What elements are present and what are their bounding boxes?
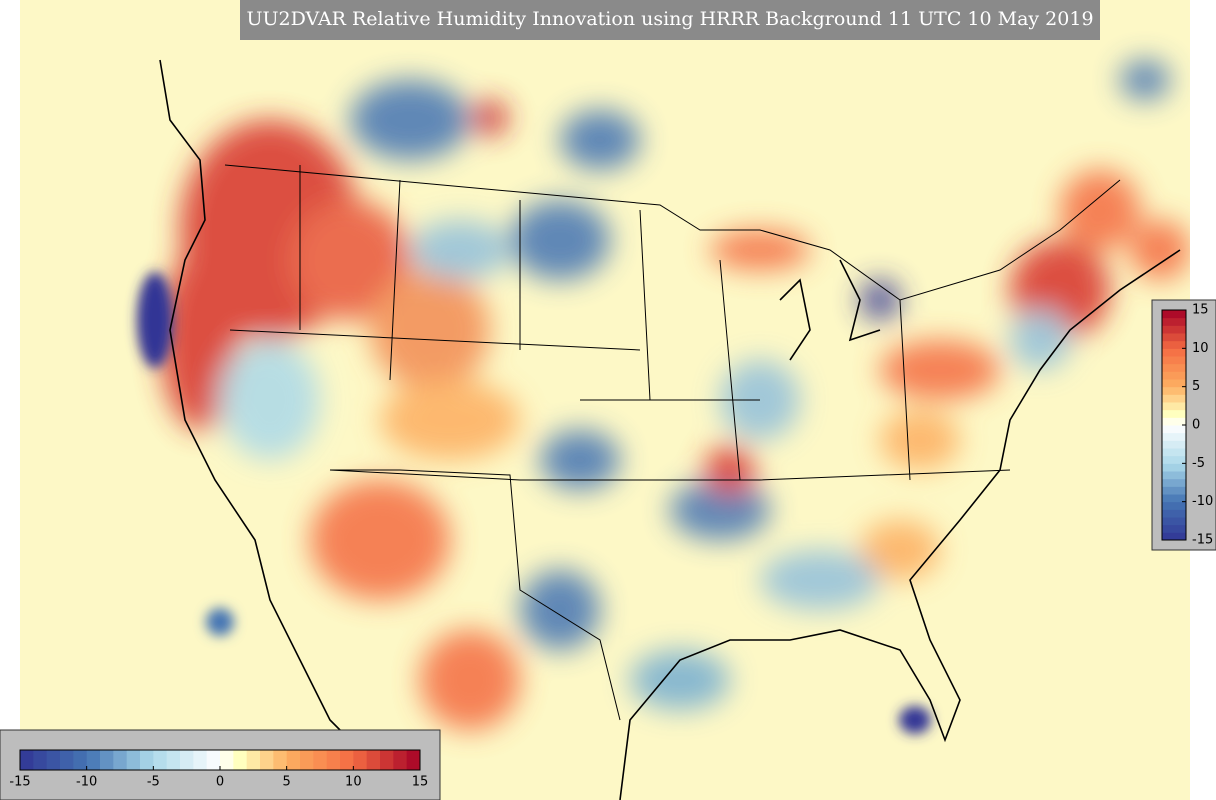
colorbar-tick-label: 5 bbox=[1192, 379, 1200, 394]
colorbar-tick-label: -5 bbox=[1192, 456, 1205, 471]
colorbar-segment bbox=[86, 750, 101, 770]
colorbar-tick-label: 0 bbox=[1192, 418, 1200, 433]
title-box bbox=[240, 0, 1100, 40]
colorbar-segment bbox=[1162, 409, 1186, 418]
colorbar-segment bbox=[206, 750, 221, 770]
colorbar-segment bbox=[1162, 371, 1186, 380]
colorbar-tick-label: 10 bbox=[1192, 341, 1209, 356]
colorbar-tick-label: 0 bbox=[216, 775, 224, 790]
colorbar-tick-label: -15 bbox=[9, 775, 30, 790]
colorbar-segment bbox=[1162, 463, 1186, 472]
colorbar-segment bbox=[380, 750, 394, 770]
colorbar-segment bbox=[60, 750, 74, 770]
colorbar-segment bbox=[1162, 532, 1186, 541]
colorbar-tick-label: 5 bbox=[283, 775, 291, 790]
colorbar-tick-label: 10 bbox=[345, 775, 362, 790]
colorbar-segment bbox=[166, 750, 181, 770]
colorbar-segment bbox=[1162, 417, 1186, 426]
colorbar-segment bbox=[1162, 471, 1186, 480]
colorbar-segment bbox=[1162, 524, 1186, 533]
colorbar-segment bbox=[1162, 310, 1186, 319]
colorbar-segment bbox=[1162, 432, 1186, 441]
colorbar-segment bbox=[393, 750, 408, 770]
colorbar-tick-label: -10 bbox=[76, 775, 97, 790]
colorbar-segment bbox=[1162, 402, 1186, 411]
colorbar-segment bbox=[1162, 363, 1186, 372]
colorbar-segment bbox=[1162, 425, 1186, 434]
colorbar-segment bbox=[220, 750, 234, 770]
colorbar-segment bbox=[260, 750, 274, 770]
colorbar-segment bbox=[20, 750, 34, 770]
colorbar-segment bbox=[1162, 356, 1186, 365]
colorbar-segment bbox=[1162, 394, 1186, 403]
colorbar-segment bbox=[1162, 317, 1186, 326]
colorbar-tick-label: 15 bbox=[1192, 303, 1209, 318]
colorbar-segment bbox=[126, 750, 141, 770]
colorbar-segment bbox=[1162, 325, 1186, 334]
colorbar-segment bbox=[1162, 448, 1186, 457]
colorbar-segment bbox=[1162, 333, 1186, 342]
colorbar-segment bbox=[1162, 509, 1186, 518]
colorbar-segment bbox=[113, 750, 128, 770]
colorbar-segment bbox=[366, 750, 381, 770]
colorbar-segment bbox=[1162, 340, 1186, 349]
colorbar-segment bbox=[193, 750, 208, 770]
colorbar-segment bbox=[1162, 486, 1186, 495]
colorbar-segment bbox=[300, 750, 314, 770]
colorbar-segment bbox=[46, 750, 61, 770]
colorbar-segment bbox=[1162, 494, 1186, 503]
colorbar-tick-label: -5 bbox=[147, 775, 160, 790]
colorbar-segment bbox=[140, 750, 154, 770]
colorbar-segment bbox=[1162, 379, 1186, 388]
colorbar-tick-label: -15 bbox=[1192, 533, 1213, 548]
colorbar-tick-label: 15 bbox=[412, 775, 429, 790]
colorbar-segment bbox=[406, 750, 421, 770]
colorbar-segment bbox=[1162, 517, 1186, 526]
colorbar-segment bbox=[1162, 501, 1186, 510]
colorbar-segment bbox=[1162, 440, 1186, 449]
colorbar-segment bbox=[100, 750, 114, 770]
map-title: UU2DVAR Relative Humidity Innovation usi… bbox=[246, 8, 1093, 30]
colorbar-segment bbox=[33, 750, 48, 770]
colorbar-segment bbox=[233, 750, 248, 770]
colorbar-segment bbox=[73, 750, 88, 770]
colorbar-segment bbox=[153, 750, 168, 770]
map-field bbox=[20, 0, 1190, 800]
colorbar-segment bbox=[1162, 478, 1186, 487]
colorbar-segment bbox=[313, 750, 328, 770]
colorbar-segment bbox=[1162, 386, 1186, 395]
colorbar-segment bbox=[326, 750, 341, 770]
colorbar-segment bbox=[246, 750, 261, 770]
colorbar-segment bbox=[180, 750, 194, 770]
colorbar-segment bbox=[340, 750, 354, 770]
colorbar-segment bbox=[353, 750, 368, 770]
colorbar-segment bbox=[1162, 455, 1186, 464]
colorbar-segment bbox=[1162, 348, 1186, 357]
colorbar-segment bbox=[286, 750, 301, 770]
colorbar-tick-label: -10 bbox=[1192, 494, 1213, 509]
colorbar-segment bbox=[273, 750, 288, 770]
